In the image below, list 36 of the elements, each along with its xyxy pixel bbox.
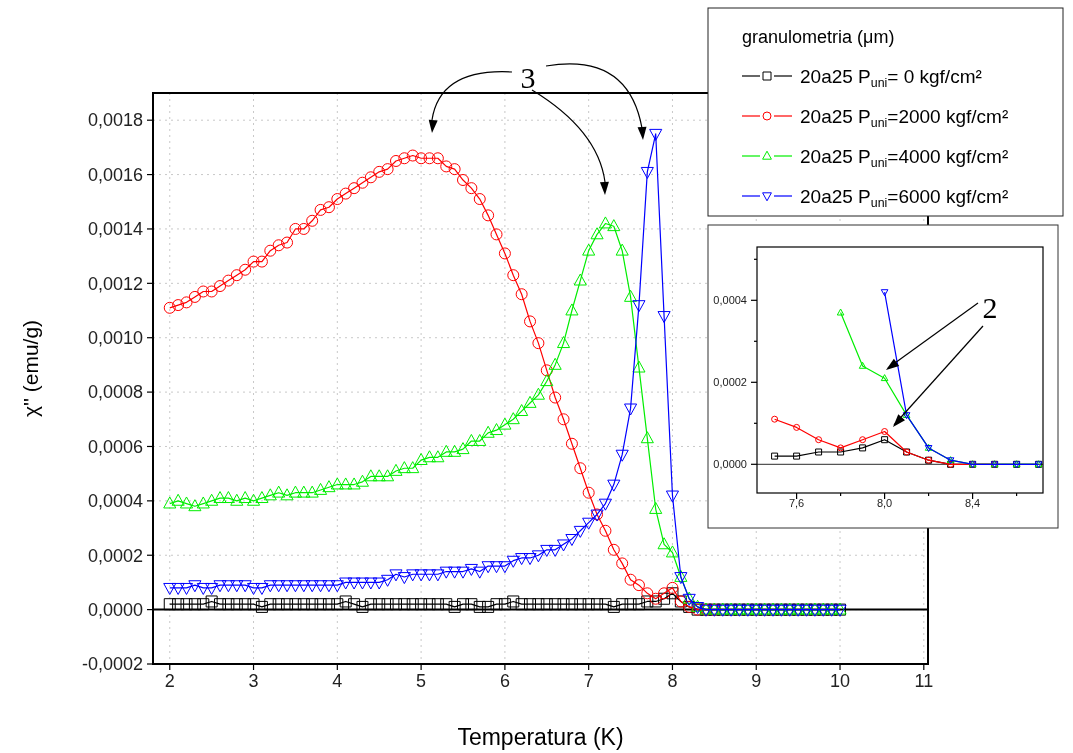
annotation: 2 xyxy=(982,291,998,324)
x-tick-label: 6 xyxy=(499,670,510,691)
x-tick-label: 5 xyxy=(416,670,427,691)
x-tick-label: 9 xyxy=(751,670,762,691)
y-tick-label: 0,0002 xyxy=(713,376,747,389)
y-tick-label: 0,0008 xyxy=(87,382,143,403)
x-tick-label: 3 xyxy=(248,670,259,691)
y-tick-label: 0,0002 xyxy=(87,545,143,566)
x-tick-label: 8,4 xyxy=(964,496,981,509)
legend-label: 20a25 P$_{uni}$=2000 kgf/cm² xyxy=(800,106,1009,130)
x-tick-label: 11 xyxy=(914,670,934,691)
legend-label: 20a25 P$_{uni}$=4000 kgf/cm² xyxy=(800,146,1009,170)
x-tick-label: 4 xyxy=(332,670,343,691)
x-tick-label: 7,6 xyxy=(788,496,805,509)
y-tick-label: 0,0004 xyxy=(713,294,747,307)
y-tick-label: 0,0000 xyxy=(713,458,747,471)
x-tick-label: 2 xyxy=(164,670,175,691)
y-tick-label: 0,0012 xyxy=(87,273,143,294)
legend-label: 20a25 P$_{uni}$=6000 kgf/cm² xyxy=(800,186,1009,210)
annotation: 3 xyxy=(520,61,536,94)
y-tick-label: 0,0010 xyxy=(87,328,143,349)
y-tick-label: 0,0014 xyxy=(87,219,143,240)
y-axis-title: χ'' (emu/g) xyxy=(19,319,42,418)
y-tick-label: 0,0016 xyxy=(87,164,143,185)
x-tick-label: 10 xyxy=(830,670,851,691)
y-tick-label: 0,0000 xyxy=(87,599,143,620)
x-tick-label: 7 xyxy=(583,670,594,691)
legend-label: 20a25 P$_{uni}$= 0 kgf/cm² xyxy=(800,66,982,90)
y-tick-label: 0,0018 xyxy=(87,110,143,131)
y-tick-label: 0,0006 xyxy=(87,436,143,457)
y-tick-label: -0,0002 xyxy=(81,654,143,675)
y-tick-label: 0,0004 xyxy=(87,491,143,512)
x-tick-label: 8,0 xyxy=(876,496,893,509)
x-tick-label: 8 xyxy=(667,670,678,691)
x-axis-title: Temperatura (K) xyxy=(457,724,624,750)
legend-title: granulometria (μm) xyxy=(742,27,895,47)
